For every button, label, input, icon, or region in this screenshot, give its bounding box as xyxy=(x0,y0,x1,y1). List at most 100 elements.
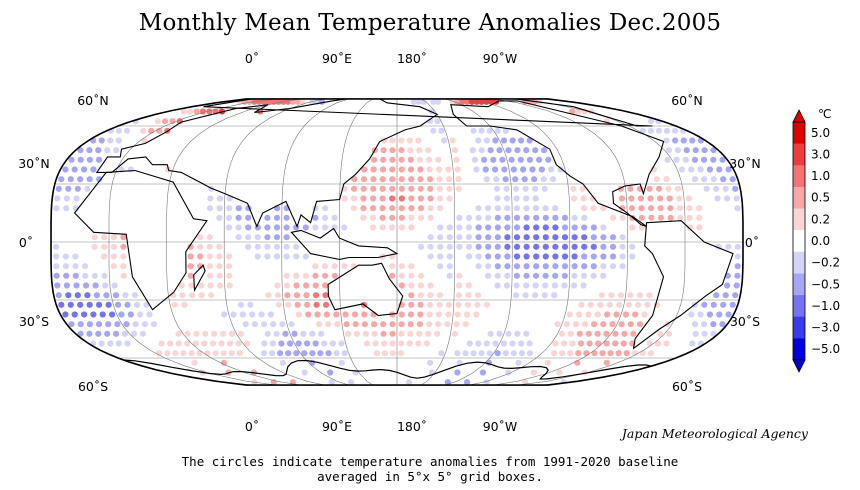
anomaly-dot xyxy=(475,340,482,347)
anomaly-dot xyxy=(513,272,521,279)
anomaly-dot xyxy=(407,156,414,163)
anomaly-dot xyxy=(513,253,521,260)
anomaly-dot xyxy=(158,331,163,336)
anomaly-dot xyxy=(188,350,195,357)
anomaly-dot xyxy=(541,292,548,299)
anomaly-dot xyxy=(350,389,356,395)
anomaly-dot xyxy=(361,321,368,328)
anomaly-dot xyxy=(368,380,373,385)
anomaly-dot xyxy=(408,282,415,289)
anomaly-dot xyxy=(447,351,452,356)
anomaly-dot xyxy=(309,350,316,357)
anomaly-dot xyxy=(417,292,424,299)
anomaly-dot xyxy=(125,138,130,143)
anomaly-dot xyxy=(665,185,672,192)
anomaly-dot xyxy=(127,311,134,318)
anomaly-dot xyxy=(158,340,165,347)
anomaly-dot xyxy=(581,214,588,221)
anomaly-dot xyxy=(279,359,286,366)
anomaly-dot xyxy=(303,264,308,269)
anomaly-dot xyxy=(209,340,217,347)
anomaly-dot xyxy=(398,360,403,365)
anomaly-dot xyxy=(591,321,598,328)
anomaly-dot xyxy=(150,341,156,346)
anomaly-dot xyxy=(552,272,559,279)
lon-label-bottom-0: 0˚ xyxy=(245,419,259,434)
anomaly-dot xyxy=(415,98,422,105)
anomaly-dot xyxy=(236,244,241,249)
anomaly-dot xyxy=(115,340,122,347)
anomaly-dot xyxy=(466,206,472,211)
anomaly-dot xyxy=(465,282,472,289)
anomaly-dot xyxy=(86,301,93,308)
anomaly-dot xyxy=(353,330,360,337)
anomaly-dot xyxy=(696,205,703,212)
anomaly-dot xyxy=(132,321,139,328)
anomaly-dot xyxy=(351,215,356,220)
anomaly-dot xyxy=(229,302,234,307)
anomaly-dot xyxy=(454,390,458,394)
anomaly-dot xyxy=(398,195,405,202)
anomaly-dot xyxy=(701,321,708,328)
anomaly-dot xyxy=(418,264,424,269)
anomaly-dot xyxy=(664,351,670,356)
anomaly-dot xyxy=(408,89,414,95)
anomaly-dot xyxy=(370,185,377,192)
anomaly-dot xyxy=(196,350,203,357)
legend-swatch xyxy=(793,186,805,209)
anomaly-dot xyxy=(216,263,223,270)
anomaly-dot xyxy=(629,253,636,260)
anomaly-dot xyxy=(689,137,696,144)
anomaly-dot xyxy=(451,147,459,154)
anomaly-dot xyxy=(518,322,523,327)
anomaly-dot xyxy=(389,321,396,328)
anomaly-dot xyxy=(67,301,74,308)
anomaly-dot xyxy=(54,225,59,230)
anomaly-dot xyxy=(417,185,424,192)
anomaly-dot xyxy=(701,176,708,183)
anomaly-dot xyxy=(220,350,227,357)
anomaly-dot xyxy=(505,147,512,154)
anomaly-dot xyxy=(666,195,673,202)
legend-swatch xyxy=(793,122,805,144)
anomaly-dot xyxy=(178,282,185,289)
anomaly-dot xyxy=(111,282,118,289)
anomaly-dot xyxy=(533,253,540,260)
anomaly-dot xyxy=(646,292,653,299)
anomaly-dot xyxy=(65,292,72,299)
anomaly-dot xyxy=(371,321,378,328)
anomaly-dot xyxy=(256,98,263,105)
anomaly-dot xyxy=(465,234,473,241)
anomaly-dot xyxy=(436,389,442,395)
anomaly-dot xyxy=(387,90,391,94)
anomaly-dot xyxy=(235,340,242,347)
anomaly-dot xyxy=(442,109,447,114)
anomaly-dot xyxy=(445,301,453,308)
anomaly-dot xyxy=(95,321,103,328)
anomaly-dot xyxy=(476,196,481,201)
anomaly-dot xyxy=(504,214,511,221)
anomaly-dot xyxy=(454,311,461,318)
anomaly-dot xyxy=(685,195,692,202)
anomaly-dot xyxy=(342,311,349,318)
anomaly-dot xyxy=(561,186,566,191)
anomaly-dot xyxy=(371,156,378,163)
anomaly-dot xyxy=(82,272,89,279)
anomaly-dot xyxy=(637,195,645,202)
anomaly-dot xyxy=(627,185,634,192)
anomaly-dot xyxy=(347,341,353,346)
anomaly-dot xyxy=(312,214,319,221)
anomaly-dot xyxy=(600,321,607,328)
anomaly-dot xyxy=(427,282,434,289)
anomaly-dot xyxy=(328,89,334,95)
anomaly-dot xyxy=(434,148,440,153)
anomaly-dot xyxy=(619,214,626,221)
anomaly-dot xyxy=(407,166,415,173)
anomaly-dot xyxy=(212,350,219,357)
anomaly-dot xyxy=(694,186,700,191)
anomaly-dot xyxy=(369,214,377,221)
anomaly-dot xyxy=(546,322,551,327)
anomaly-dot xyxy=(734,205,741,212)
anomaly-dot xyxy=(560,177,565,182)
anomaly-dot xyxy=(716,235,721,240)
